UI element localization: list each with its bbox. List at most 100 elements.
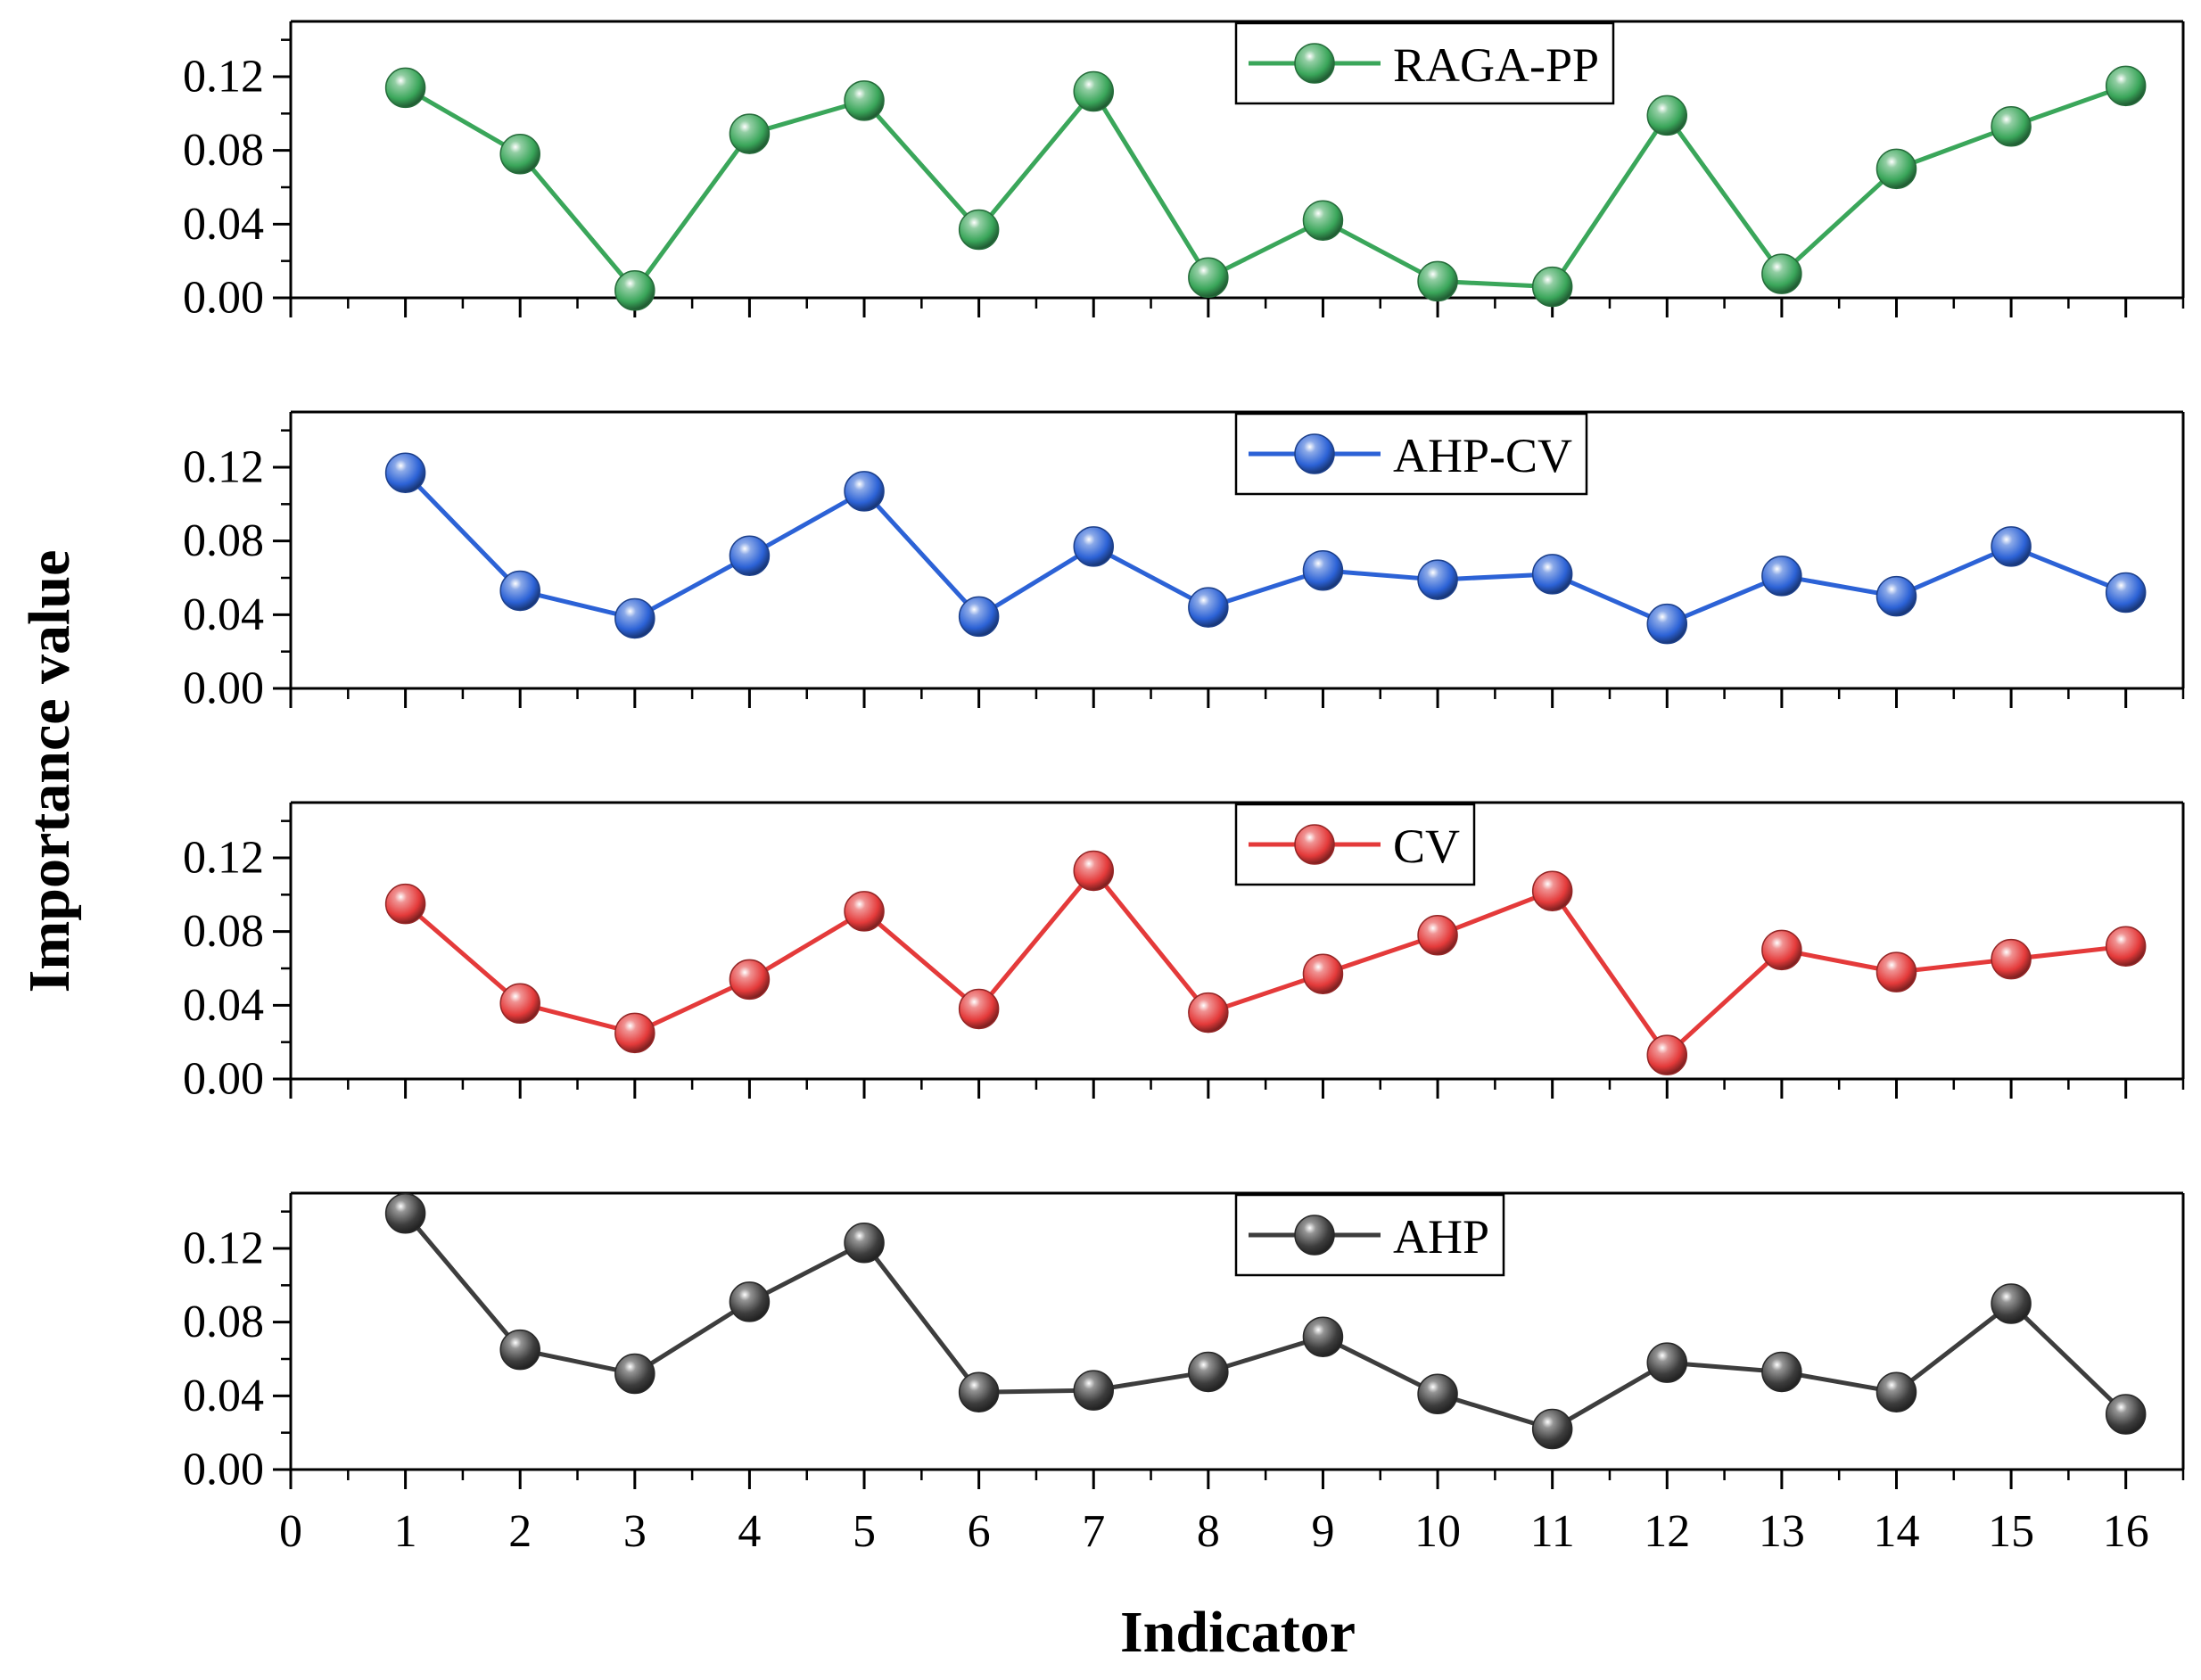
data-point-ahp-cv-14 (1875, 575, 1917, 617)
y-tick-label: 0.12 (183, 52, 264, 103)
data-point-ahp-cv-2 (499, 570, 540, 612)
data-point-ahp-cv-7 (1073, 526, 1114, 567)
data-point-cv-4 (729, 959, 771, 1001)
panels: 0.00 0.04 0.08 0.12 RAGA-PP 0.00 0.04 0.08 0.12 A… (183, 20, 2185, 1557)
y-tick-label: 0.08 (183, 1297, 264, 1347)
series-line-cv (403, 868, 2126, 1058)
series-line-raga-pp (404, 83, 2127, 293)
y-tick-label: 0.00 (183, 1054, 264, 1105)
legend-marker-raga-pp (1294, 43, 1335, 84)
data-point-ahp-16 (2105, 1394, 2147, 1435)
data-point-ahp-4 (729, 1281, 771, 1322)
x-tick-labels: 0 1 2 3 4 5 6 7 8 9 10 11 12 13 14 15 16 (279, 1506, 2149, 1557)
data-point-ahp-13 (1761, 1351, 1802, 1393)
y-tick-label: 0.04 (183, 1371, 264, 1421)
data-point-ahp-cv-11 (1531, 554, 1573, 595)
legend-label-ahp-cv: AHP-CV (1393, 429, 1572, 482)
data-point-raga-pp-14 (1875, 148, 1917, 190)
data-point-ahp-cv-5 (844, 471, 885, 512)
data-point-ahp-15 (1991, 1283, 2032, 1324)
x-tick-label: 2 (508, 1506, 532, 1557)
series-line-ahp-cv (403, 471, 2127, 627)
panel-cv: 0.00 0.04 0.08 0.12 CV (183, 801, 2185, 1105)
data-point-raga-pp-13 (1761, 253, 1802, 294)
data-point-raga-pp-4 (729, 113, 771, 154)
data-point-raga-pp-9 (1302, 200, 1344, 241)
y-tick-label: 0.04 (183, 589, 264, 640)
x-tick-label: 15 (1988, 1506, 2034, 1557)
data-point-cv-12 (1646, 1034, 1688, 1075)
panel-ahp: 0.00 0.04 0.08 0.12 AHP (183, 1191, 2185, 1495)
data-point-cv-3 (614, 1012, 655, 1054)
series-line-ahp (403, 1212, 2128, 1432)
data-point-raga-pp-10 (1417, 260, 1458, 302)
legend-label-cv: CV (1393, 819, 1460, 873)
data-point-raga-pp-15 (1991, 106, 2032, 147)
data-point-cv-2 (499, 983, 540, 1025)
x-tick-label: 8 (1197, 1506, 1220, 1557)
x-tick-label: 9 (1311, 1506, 1334, 1557)
data-point-raga-pp-12 (1646, 95, 1688, 136)
data-point-cv-15 (1991, 938, 2032, 980)
data-point-raga-pp-6 (958, 209, 1000, 251)
data-point-raga-pp-7 (1073, 70, 1114, 112)
data-point-ahp-cv-3 (614, 597, 655, 639)
data-point-ahp-cv-4 (729, 535, 771, 576)
y-tick-label: 0.00 (183, 1445, 264, 1495)
panel-ahp-cv: 0.00 0.04 0.08 0.12 AHP-CV (183, 410, 2185, 714)
data-point-ahp-5 (844, 1223, 885, 1264)
data-point-ahp-cv-8 (1188, 587, 1229, 628)
data-point-ahp-11 (1531, 1408, 1573, 1450)
data-point-raga-pp-2 (499, 134, 540, 175)
data-point-cv-1 (384, 883, 426, 925)
y-tick-label: 0.04 (183, 980, 264, 1031)
data-point-cv-7 (1073, 850, 1114, 892)
data-point-cv-8 (1188, 992, 1229, 1034)
data-point-raga-pp-5 (844, 80, 885, 121)
data-point-cv-14 (1875, 951, 1917, 992)
x-tick-label: 4 (738, 1506, 761, 1557)
y-tick-label: 0.00 (183, 273, 264, 324)
data-point-raga-pp-8 (1188, 257, 1229, 299)
y-tick-label: 0.00 (183, 663, 264, 714)
x-tick-label: 0 (279, 1506, 302, 1557)
data-point-ahp-8 (1188, 1351, 1229, 1393)
y-tick-label: 0.12 (183, 442, 264, 493)
data-point-ahp-1 (384, 1192, 426, 1234)
x-tick-label: 6 (968, 1506, 991, 1557)
y-tick-label: 0.12 (183, 833, 264, 884)
y-tick-label: 0.12 (183, 1223, 264, 1274)
data-point-ahp-cv-12 (1646, 603, 1688, 645)
x-tick-label: 16 (2103, 1506, 2149, 1557)
data-point-ahp-cv-15 (1991, 526, 2032, 567)
data-point-ahp-10 (1417, 1373, 1458, 1415)
data-point-ahp-cv-1 (384, 452, 426, 493)
data-point-ahp-cv-16 (2105, 572, 2147, 614)
data-point-ahp-2 (499, 1329, 540, 1371)
data-point-raga-pp-3 (614, 269, 655, 311)
data-point-cv-16 (2105, 926, 2147, 967)
data-point-ahp-12 (1646, 1342, 1688, 1383)
data-point-ahp-3 (614, 1353, 655, 1395)
legend-marker-cv (1294, 824, 1335, 865)
data-point-ahp-cv-10 (1417, 559, 1458, 600)
legend-label-ahp: AHP (1393, 1210, 1489, 1264)
data-point-cv-6 (958, 988, 1000, 1030)
data-point-raga-pp-11 (1531, 266, 1573, 308)
data-point-ahp-7 (1073, 1370, 1114, 1411)
x-tick-label: 1 (394, 1506, 417, 1557)
data-point-ahp-6 (958, 1371, 1000, 1412)
data-point-cv-10 (1417, 915, 1458, 956)
data-point-ahp-cv-13 (1761, 556, 1802, 597)
data-point-ahp-cv-6 (958, 596, 1000, 638)
x-tick-label: 10 (1414, 1506, 1461, 1557)
y-axis-title: Importance value (17, 550, 82, 993)
y-tick-label: 0.04 (183, 199, 264, 250)
x-tick-label: 13 (1759, 1506, 1805, 1557)
data-point-ahp-9 (1302, 1316, 1344, 1357)
legend-marker-ahp-cv (1294, 433, 1335, 474)
data-point-raga-pp-1 (384, 67, 426, 109)
x-tick-label: 7 (1082, 1506, 1105, 1557)
data-point-cv-5 (844, 891, 885, 932)
